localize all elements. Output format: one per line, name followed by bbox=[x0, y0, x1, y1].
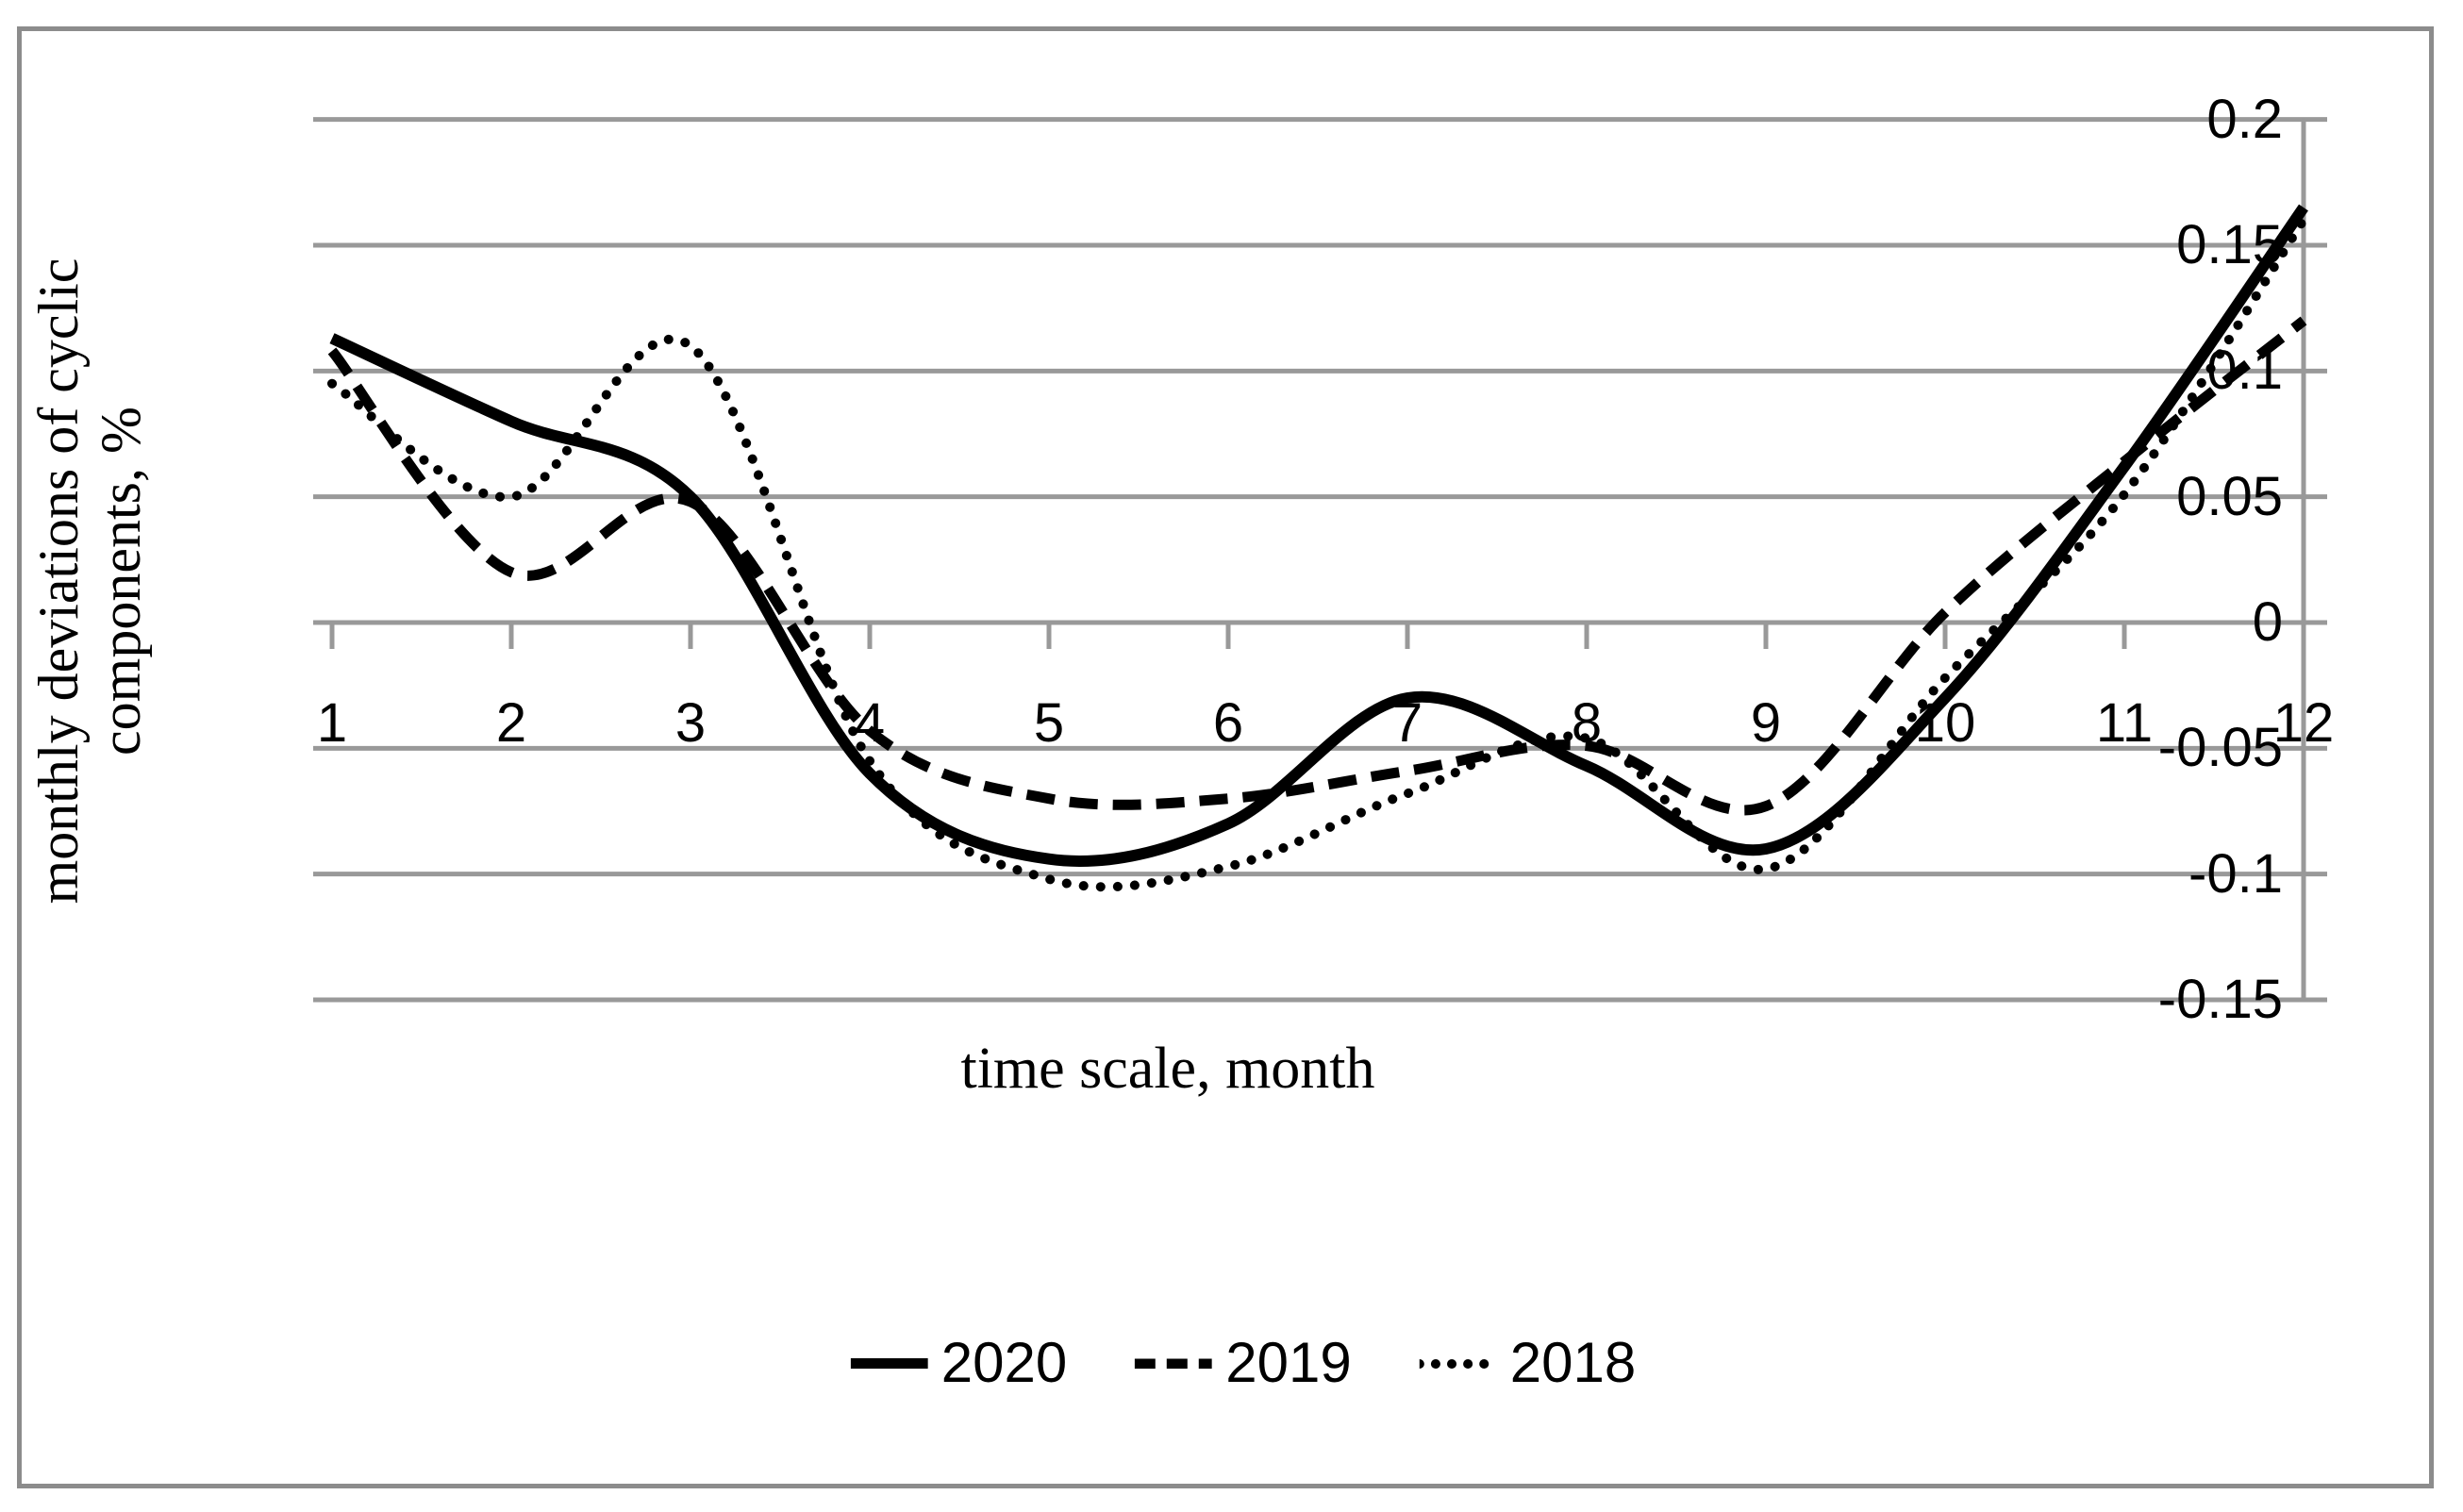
legend-swatch-solid-line bbox=[850, 1358, 928, 1369]
x-tick-label-5: 5 bbox=[1033, 692, 1065, 754]
x-tick-label-6: 6 bbox=[1212, 692, 1244, 754]
x-axis-title: time scale, month bbox=[960, 1037, 1375, 1101]
legend-item-2018: 2018 bbox=[1419, 1331, 1637, 1394]
y-tick-label-0.15: 0.15 bbox=[2176, 213, 2283, 275]
y-tick-label-0.2: 0.2 bbox=[2206, 88, 2283, 150]
x-tick-label-9: 9 bbox=[1750, 692, 1782, 754]
y-axis-title-line1: monthly deviations of cyclic bbox=[27, 258, 90, 905]
legend-item-2020: 2020 bbox=[850, 1331, 1068, 1394]
series-line-2019 bbox=[327, 316, 2307, 816]
y-tick-label-0.1: 0.1 bbox=[2206, 340, 2283, 402]
x-tick-label-12: 12 bbox=[2272, 692, 2335, 754]
x-tick-label-4: 4 bbox=[854, 692, 886, 754]
legend-swatch-dotted-line bbox=[1419, 1359, 1497, 1369]
x-tick-label-8: 8 bbox=[1571, 692, 1603, 754]
y-tick-label--0.15: -0.15 bbox=[2157, 969, 2283, 1030]
figure-border bbox=[17, 26, 2434, 1488]
y-tick-label--0.05: -0.05 bbox=[2157, 717, 2283, 779]
x-tick-label-3: 3 bbox=[674, 692, 707, 754]
legend: 2020 2019 2018 bbox=[850, 1331, 1637, 1394]
x-tick-label-7: 7 bbox=[1391, 692, 1423, 754]
legend-swatch-dashed-line bbox=[1135, 1358, 1213, 1369]
x-tick-label-11: 11 bbox=[2095, 692, 2154, 754]
y-tick-label-0.05: 0.05 bbox=[2176, 465, 2283, 527]
x-tick-label-1: 1 bbox=[316, 692, 348, 754]
y-tick-label-0: 0 bbox=[2252, 591, 2283, 653]
series-line-2018 bbox=[327, 215, 2308, 892]
x-tick-label-10: 10 bbox=[1914, 692, 1976, 754]
y-axis-title-line2: components, % bbox=[90, 407, 152, 756]
x-tick-label-2: 2 bbox=[495, 692, 527, 754]
legend-label-2020: 2020 bbox=[940, 1331, 1068, 1394]
y-tick-label--0.1: -0.1 bbox=[2188, 842, 2283, 905]
legend-label-2019: 2019 bbox=[1225, 1331, 1352, 1394]
legend-label-2018: 2018 bbox=[1509, 1331, 1637, 1394]
legend-item-2019: 2019 bbox=[1135, 1331, 1352, 1394]
